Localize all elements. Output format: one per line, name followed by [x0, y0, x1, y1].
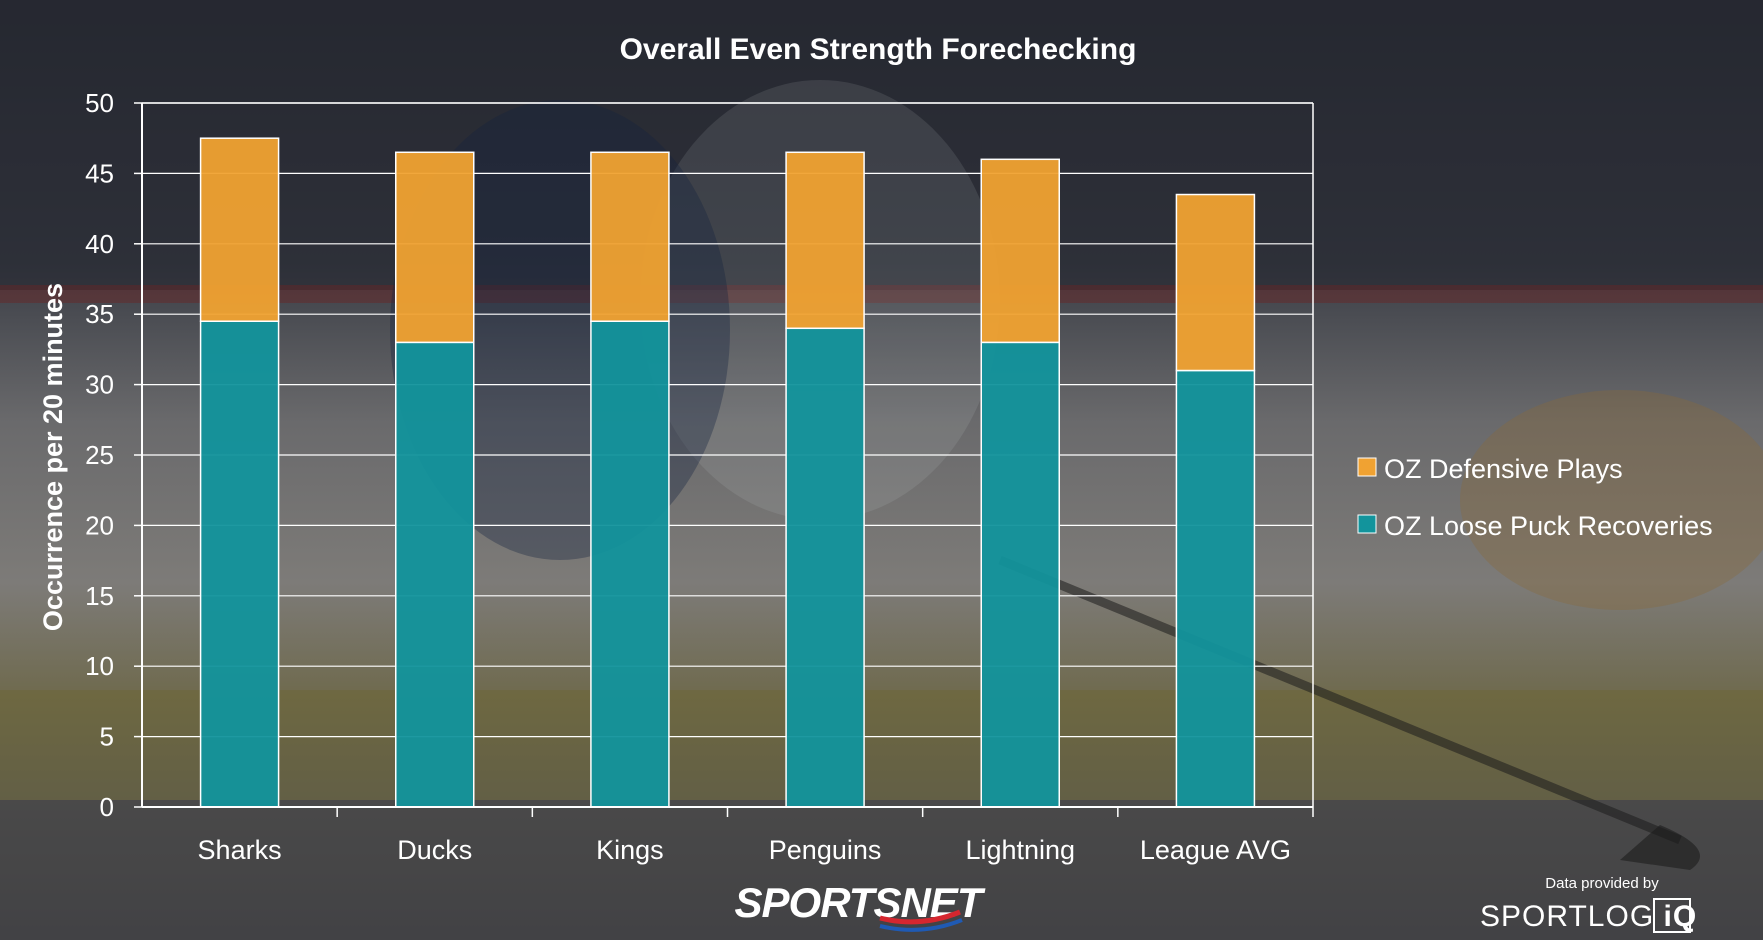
bar-oz-defensive-plays-league-avg	[1175, 193, 1256, 372]
bar-oz-defensive-plays-kings	[590, 151, 670, 322]
x-category-label: Ducks	[397, 835, 472, 865]
y-tick-label: 30	[85, 370, 114, 400]
bar-oz-defensive-plays-lightning	[980, 158, 1060, 344]
bars	[199, 137, 1256, 808]
bar-oz-defensive-plays-sharks	[199, 137, 280, 322]
x-category-label: Kings	[596, 835, 664, 865]
sportlogiq-wordmark-main: SPORTLOG	[1480, 900, 1654, 933]
axes: 0 5 10 15 20 25 30 35 40 45 50 Sharks Ducks Kings Peng…	[85, 88, 1314, 865]
data-credit-text: Data provided by	[1545, 875, 1659, 892]
bar-oz-loose-puck-recoveries-sharks	[199, 320, 280, 808]
x-category-label: Lightning	[965, 835, 1075, 865]
legend-label-oz-loose-puck-recoveries: OZ Loose Puck Recoveries	[1384, 511, 1713, 541]
y-tick-label: 20	[85, 510, 114, 540]
legend-swatch-oz-loose-puck-recoveries	[1357, 514, 1377, 534]
y-tick-label: 0	[100, 792, 114, 822]
chart-title: Overall Even Strength Forechecking	[620, 33, 1137, 66]
sportsnet-logo: SPORTSNET	[735, 879, 987, 932]
y-axis-title: Occurrence per 20 minutes	[38, 283, 68, 631]
y-tick-label: 40	[85, 229, 114, 259]
sportsnet-swoosh-blue	[879, 918, 963, 932]
y-tick-label: 50	[85, 88, 114, 118]
gridlines	[142, 102, 1314, 807]
bar-oz-defensive-plays-ducks	[395, 151, 475, 344]
sportlogiq-wordmark: SPORTLOG iQ	[1480, 900, 1697, 933]
legend: OZ Defensive Plays OZ Loose Puck Recoveri…	[1357, 454, 1713, 541]
sportsnet-wordmark: SPORTSNET	[735, 879, 986, 926]
bar-oz-loose-puck-recoveries-penguins	[785, 327, 865, 808]
sportsnet-swoosh	[879, 909, 961, 925]
x-category-label: League AVG	[1140, 835, 1291, 865]
sportlogiq-credit: Data provided by SPORTLOG iQ	[1480, 875, 1697, 933]
bar-oz-loose-puck-recoveries-league-avg	[1175, 369, 1256, 808]
y-tick-label: 15	[85, 581, 114, 611]
bar-oz-defensive-plays-penguins	[785, 151, 865, 330]
y-tick-label: 10	[85, 651, 114, 681]
y-tick-label: 45	[85, 158, 114, 188]
x-category-label: Penguins	[769, 835, 882, 865]
legend-swatch-oz-defensive-plays	[1357, 457, 1377, 477]
bar-oz-loose-puck-recoveries-kings	[590, 320, 670, 808]
sportlogiq-wordmark-iq: iQ	[1664, 900, 1698, 933]
bar-oz-loose-puck-recoveries-ducks	[395, 341, 475, 808]
bar-oz-loose-puck-recoveries-lightning	[980, 341, 1060, 808]
y-tick-label: 5	[100, 722, 114, 752]
y-tick-label: 35	[85, 299, 114, 329]
sportlogiq-iq-box	[1653, 898, 1691, 933]
x-category-label: Sharks	[198, 835, 282, 865]
y-tick-label: 25	[85, 440, 114, 470]
legend-label-oz-defensive-plays: OZ Defensive Plays	[1384, 454, 1623, 484]
